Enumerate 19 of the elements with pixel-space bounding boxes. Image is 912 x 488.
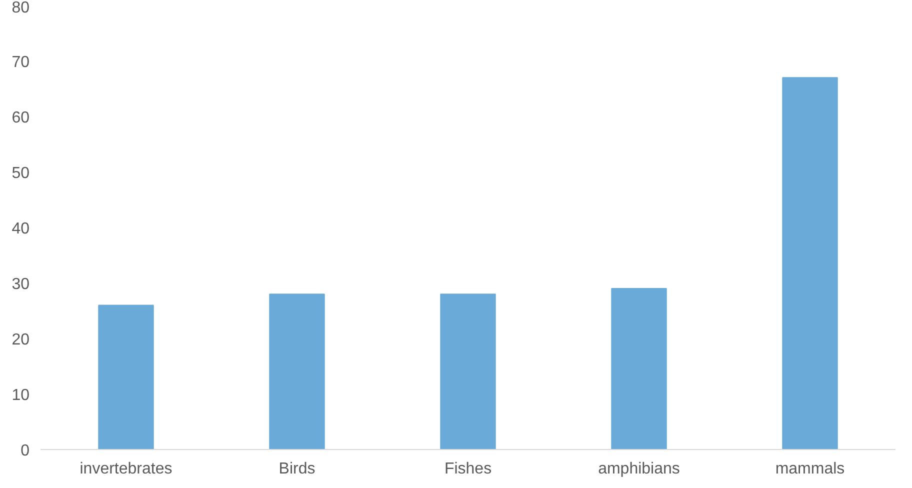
bar bbox=[611, 288, 667, 450]
bar bbox=[440, 294, 496, 450]
x-tick-label: Birds bbox=[278, 460, 316, 478]
x-tick-label: mammals bbox=[775, 460, 845, 478]
bar bbox=[269, 294, 325, 450]
x-tick-label: invertebrates bbox=[80, 460, 172, 478]
y-tick-label: 40 bbox=[12, 220, 30, 238]
bar bbox=[98, 304, 154, 450]
y-tick-label: 50 bbox=[12, 165, 30, 182]
y-tick-label: 20 bbox=[12, 332, 30, 348]
y-tick-label: 80 bbox=[12, 0, 30, 16]
y-tick-label: 70 bbox=[12, 54, 30, 71]
bar bbox=[782, 77, 838, 450]
y-tick-label: 0 bbox=[20, 442, 30, 460]
y-tick-label: 10 bbox=[12, 387, 30, 404]
y-tick-label: 30 bbox=[12, 276, 30, 293]
x-tick-label: amphibians bbox=[598, 460, 680, 478]
x-tick-label: Fishes bbox=[444, 460, 492, 478]
y-tick-label: 60 bbox=[12, 110, 30, 126]
